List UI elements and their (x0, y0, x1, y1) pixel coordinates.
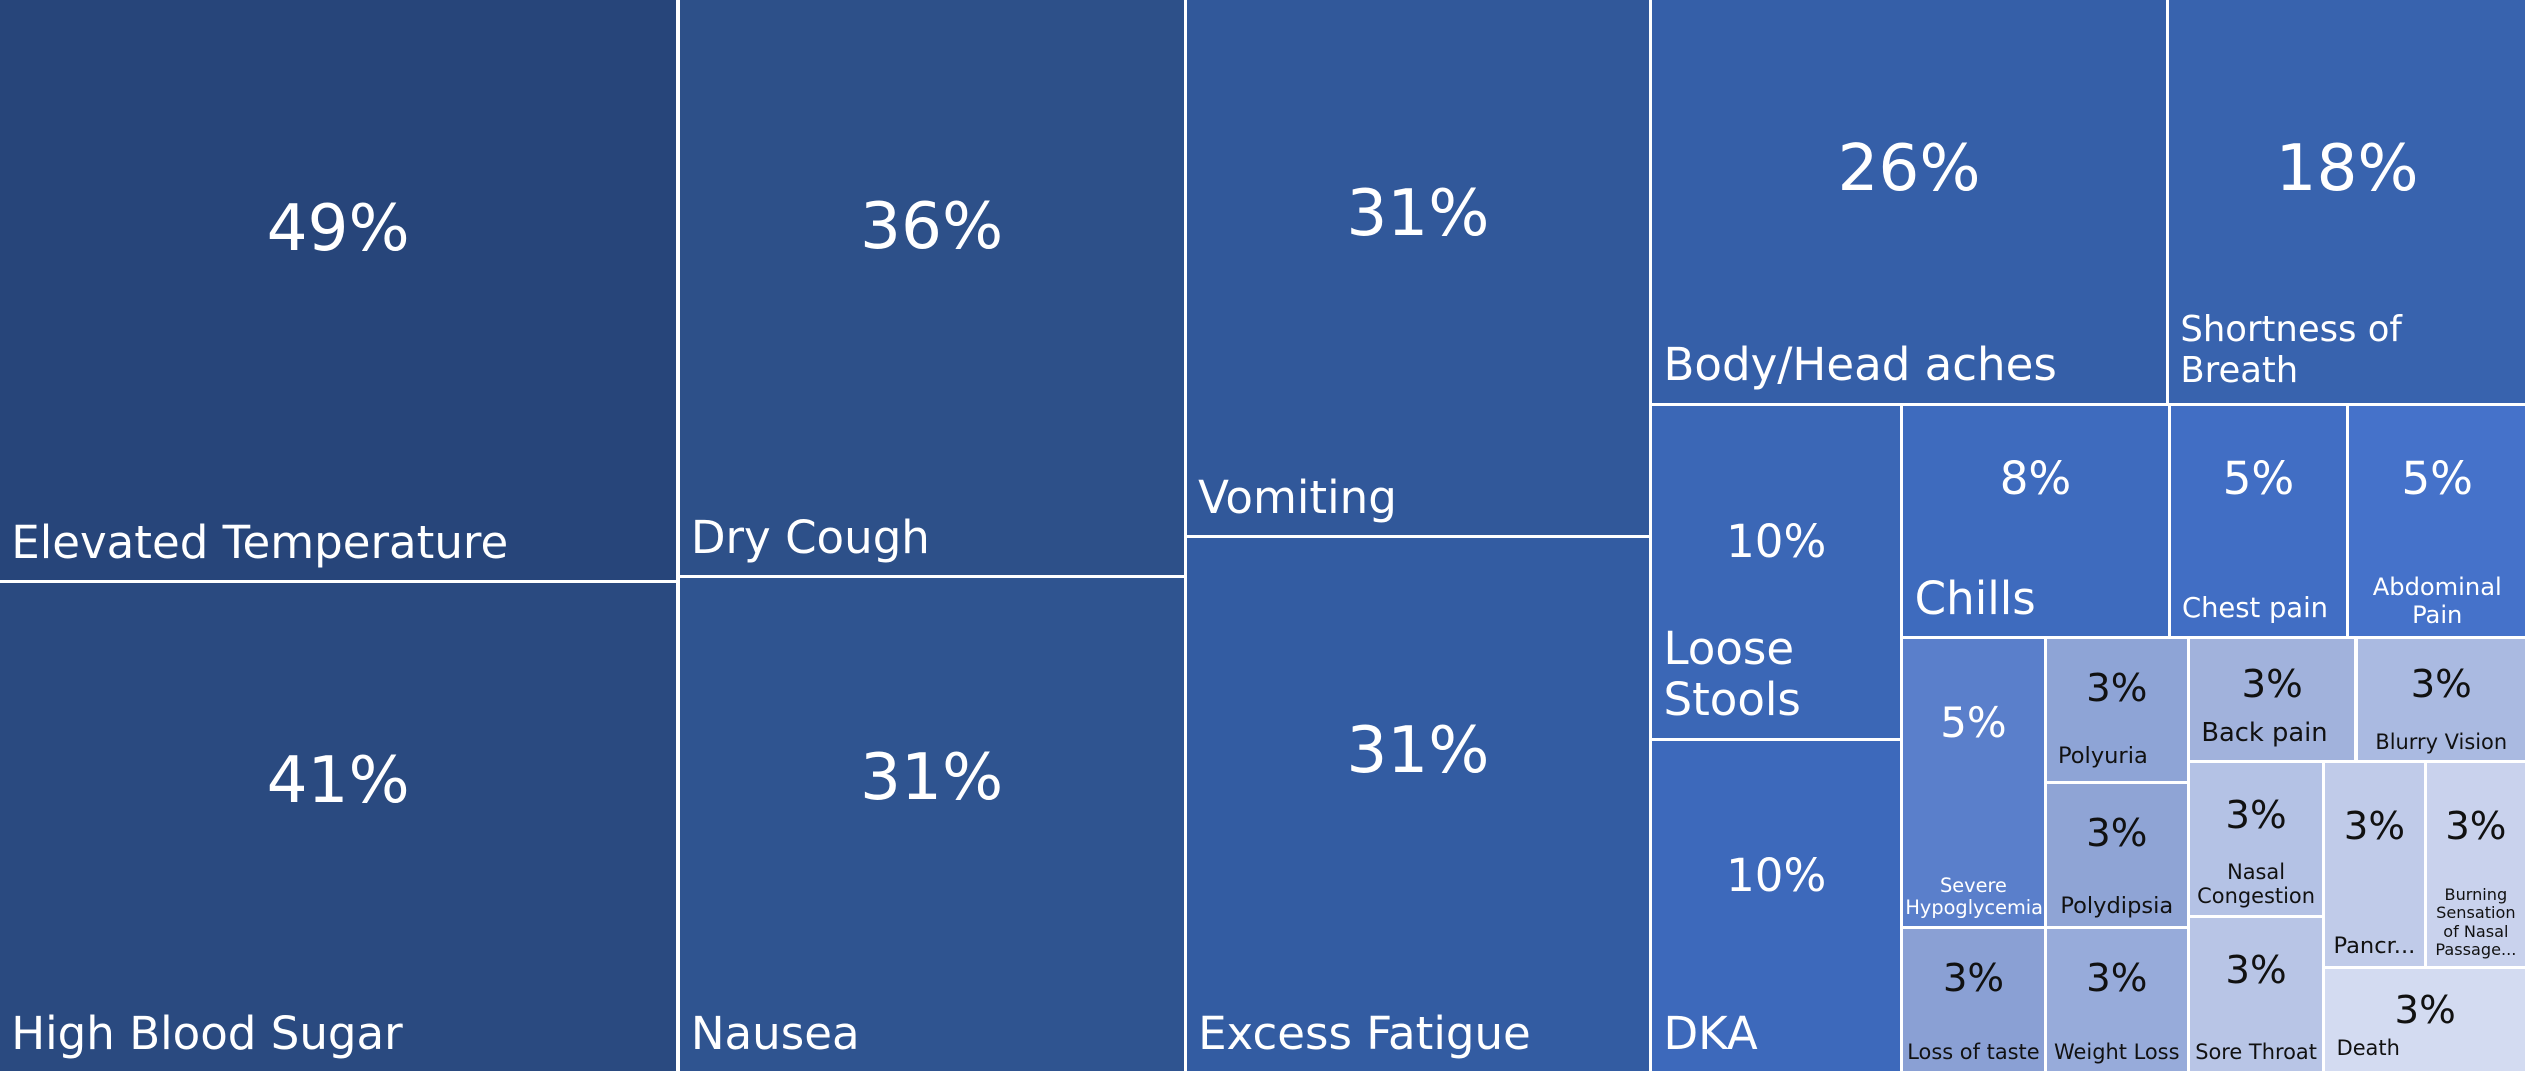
treemap-cell: 3% Sore Throat (2190, 917, 2323, 1071)
category-label: Polyuria (2057, 742, 2148, 769)
treemap-cell: 31% Vomiting (1186, 0, 1649, 535)
category-label: Nausea (690, 1006, 860, 1060)
treemap-cell: 3% Loss of taste (1903, 929, 2044, 1071)
value-label: 3% (2086, 811, 2148, 857)
category-label: Pancr... (2333, 932, 2416, 959)
value-label: 36% (859, 189, 1004, 265)
value-label: 3% (2086, 666, 2148, 712)
treemap-cell: 3% Weight Loss (2046, 929, 2187, 1071)
category-label: Weight Loss (2054, 1040, 2180, 1065)
category-label: Excess Fatigue (1198, 1006, 1531, 1060)
treemap-cell: 3% Nasal Congestion (2190, 763, 2323, 915)
treemap-cell: 5% Abdominal Pain (2349, 405, 2525, 637)
treemap-cell: 10% Loose Stools (1652, 405, 1901, 738)
treemap-cell: 26% Body/Head aches (1652, 0, 2166, 403)
category-label: Abdominal Pain (2372, 573, 2502, 629)
treemap-cell: 3% Polydipsia (2046, 784, 2187, 926)
value-label: 3% (2225, 792, 2287, 838)
treemap-cell: 3% Back pain (2190, 639, 2355, 761)
category-label: Loose Stools (1663, 621, 1801, 727)
category-label: Body/Head aches (1663, 338, 2057, 392)
treemap-cell: 3% Pancr... (2325, 763, 2424, 967)
category-label: Nasal Congestion (2197, 860, 2315, 909)
treemap-cell: 3% Blurry Vision (2357, 639, 2525, 761)
value-label: 10% (1726, 848, 1827, 902)
value-label: 3% (2241, 661, 2303, 707)
treemap-cell: 3% Polyuria (2046, 639, 2187, 781)
value-label: 3% (2086, 956, 2148, 1002)
value-label: 49% (266, 191, 410, 267)
value-label: 31% (1346, 713, 1490, 789)
treemap-cell: 49% Elevated Temperature (0, 0, 677, 580)
category-label: Sore Throat (2195, 1040, 2317, 1065)
value-label: 31% (1346, 175, 1490, 251)
value-label: 5% (2401, 452, 2473, 506)
category-label: Shortness of Breath (2180, 308, 2402, 391)
treemap-cell: 41% High Blood Sugar (0, 582, 677, 1071)
value-label: 41% (266, 742, 410, 818)
category-label: Loss of taste (1907, 1040, 2040, 1065)
value-label: 3% (1942, 956, 2005, 1002)
category-label: Burning Sensation of Nasal Passage... (2435, 884, 2517, 960)
category-label: Chills (1914, 571, 2036, 625)
treemap-cell: 3% Burning Sensation of Nasal Passage... (2426, 763, 2525, 967)
treemap-cell: 5% Severe Hypoglycemia (1903, 639, 2044, 926)
value-label: 10% (1726, 514, 1827, 568)
category-label: DKA (1663, 1006, 1758, 1060)
treemap-cell: 36% Dry Cough (679, 0, 1184, 575)
category-label: Blurry Vision (2375, 729, 2508, 754)
category-label: Elevated Temperature (11, 515, 509, 569)
value-label: 5% (2222, 452, 2295, 506)
value-label: 3% (2343, 803, 2406, 849)
category-label: Chest pain (2181, 593, 2329, 625)
category-label: Death (2336, 1035, 2400, 1060)
treemap-cell: 31% Nausea (679, 578, 1184, 1071)
treemap-cell: 18% Shortness of Breath (2169, 0, 2525, 403)
value-label: 3% (2225, 947, 2287, 993)
category-label: Vomiting (1198, 470, 1397, 524)
treemap-cell: 5% Chest pain (2170, 405, 2347, 637)
value-label: 8% (1999, 452, 2072, 506)
value-label: 3% (2410, 661, 2472, 707)
value-label: 31% (859, 739, 1004, 815)
treemap-cell: 8% Chills (1903, 405, 2168, 637)
value-label: 3% (2445, 803, 2507, 849)
category-label: Severe Hypoglycemia (1905, 874, 2043, 920)
treemap-cell: 10% DKA (1652, 740, 1901, 1071)
value-label: 18% (2275, 130, 2419, 206)
treemap-cell: 31% Excess Fatigue (1186, 537, 1649, 1071)
category-label: Polydipsia (2060, 892, 2174, 919)
treemap-cell: 3% Death (2325, 969, 2525, 1071)
value-label: 26% (1837, 130, 1981, 206)
value-label: 3% (2394, 987, 2456, 1033)
category-label: Back pain (2201, 718, 2328, 749)
category-label: High Blood Sugar (11, 1006, 403, 1060)
value-label: 5% (1940, 698, 2007, 748)
category-label: Dry Cough (690, 510, 930, 564)
